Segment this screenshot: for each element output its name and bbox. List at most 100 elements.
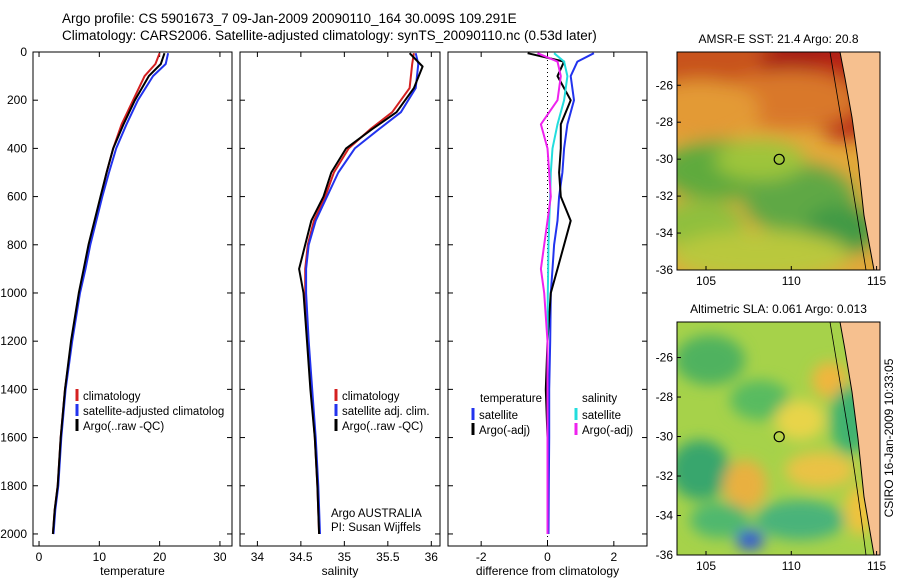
sal-legend-label: climatology <box>342 391 400 403</box>
sal-annotation-line2: PI: Susan Wijffels <box>331 522 421 534</box>
sal-xtick-label: 35.5 <box>376 550 400 564</box>
sal-xtick-label: 34.5 <box>289 550 313 564</box>
sal-axes-frame <box>239 51 441 547</box>
temp-xlabel: temperature <box>100 564 165 578</box>
depth-tick-label: 600 <box>7 190 27 204</box>
sla-ytick-label: -26 <box>656 351 674 365</box>
sal-legend-label: satellite adj. clim. <box>342 406 430 418</box>
sst-ytick-label: -26 <box>656 78 674 92</box>
sla-argo-marker <box>773 431 785 443</box>
diff-legend-salinity-title: salinity <box>582 393 617 405</box>
sla-field-blob <box>812 362 848 398</box>
sst-argo-marker <box>773 153 785 165</box>
sst-map-title: AMSR-E SST: 21.4 Argo: 20.8 <box>698 32 858 46</box>
sst-map-panel: AMSR-E SST: 21.4 Argo: 20.8 105 110 115 -26 -… <box>656 32 887 288</box>
temp-series-argo-raw-qc- <box>51 52 166 535</box>
sal-legend-label: Argo(..raw -QC) <box>342 421 423 433</box>
sla-map-panel: Altimetric SLA: 0.061 Argo: 0.013 105 110 1… <box>656 302 887 573</box>
diff-series-argo-adj- <box>537 52 562 534</box>
sal-series-argo-raw-qc- <box>298 52 424 535</box>
csiro-side-label: CSIRO 16-Jan-2009 10:33:05 <box>882 358 896 517</box>
sla-field-blob <box>677 335 745 385</box>
sst-xtick-label: 115 <box>867 274 886 288</box>
sla-ytick-label: -30 <box>656 430 674 444</box>
sal-series-satellite-adj-clim- <box>305 52 420 535</box>
sla-land <box>839 322 880 555</box>
sla-field-blob <box>690 502 750 538</box>
temp-legend-label: climatology <box>83 391 141 403</box>
temp-panel: 0 10 20 30 temperature 0 200 400 600 800 1000 1200 1… <box>0 45 233 578</box>
diff-xtick-label: -2 <box>476 550 487 564</box>
sla-field-blob <box>736 530 764 550</box>
sst-ytick-label: -36 <box>656 263 674 277</box>
sst-isobath <box>829 52 867 270</box>
sst-map-frame <box>676 51 881 271</box>
diff-legend-label: satellite <box>582 410 621 422</box>
temp-xtick-label: 30 <box>213 550 227 564</box>
sla-field-blob <box>723 460 767 510</box>
sla-field-blob <box>775 400 825 440</box>
sla-field <box>677 322 880 555</box>
diff-xlabel: difference from climatology <box>476 564 619 578</box>
sal-xtick-label: 35 <box>338 550 352 564</box>
diff-legend-temperature-title: temperature <box>480 393 542 405</box>
sst-ytick-label: -32 <box>656 189 674 203</box>
temp-axes-frame <box>32 51 233 547</box>
figure-title-line1: Argo profile: CS 5901673_7 09-Jan-2009 2… <box>62 11 517 26</box>
diff-series-argo-adj- <box>527 52 572 534</box>
temp-legend-label: satellite-adjusted climatolog <box>83 406 224 418</box>
temp-xtick-label: 20 <box>153 550 167 564</box>
sst-ytick-label: -28 <box>656 115 674 129</box>
diff-xtick-label: 2 <box>610 550 617 564</box>
depth-tick-label: 200 <box>7 93 27 107</box>
temp-xtick-label: 10 <box>93 550 107 564</box>
depth-tick-label: 400 <box>7 141 27 155</box>
sal-annotation-line1: Argo AUSTRALIA <box>331 508 422 520</box>
sst-ytick-label: -34 <box>656 226 674 240</box>
sst-field <box>677 52 880 270</box>
sla-field-blob <box>677 440 730 500</box>
sst-xtick-label: 105 <box>696 274 716 288</box>
sst-field-blob <box>715 140 805 180</box>
sst-field-blob <box>677 230 850 270</box>
sal-xtick-label: 34 <box>251 550 265 564</box>
sla-field-blob <box>730 380 790 420</box>
sla-ytick-label: -36 <box>656 548 674 562</box>
depth-tick-label: 1600 <box>0 431 27 445</box>
depth-tick-label: 1800 <box>0 479 27 493</box>
sla-map-title: Altimetric SLA: 0.061 Argo: 0.013 <box>690 302 867 316</box>
temp-legend-label: Argo(..raw -QC) <box>83 421 164 433</box>
depth-tick-label: 1000 <box>0 286 27 300</box>
depth-tick-label: 1400 <box>0 382 27 396</box>
sal-xlabel: salinity <box>322 564 359 578</box>
sst-xtick-label: 110 <box>782 274 801 288</box>
depth-tick-label: 0 <box>20 45 27 59</box>
diff-series-satellite <box>547 52 595 535</box>
depth-tick-label: 1200 <box>0 334 27 348</box>
sst-field-blob <box>677 80 760 140</box>
diff-xtick-label: 0 <box>544 550 551 564</box>
sal-panel: 34 34.5 35 35.5 36 salinity climatology satelli… <box>239 51 441 578</box>
sla-field-blob <box>755 500 845 540</box>
sla-xtick-label: 115 <box>867 559 886 573</box>
diff-legend-label: satellite <box>479 410 518 422</box>
sal-xtick-label: 36 <box>425 550 439 564</box>
depth-tick-label: 800 <box>7 238 27 252</box>
sla-isobath <box>829 322 867 555</box>
depth-tick-label: 2000 <box>0 527 27 541</box>
diff-legend-label: Argo(-adj) <box>479 425 530 437</box>
sla-xtick-label: 110 <box>782 559 801 573</box>
sla-ytick-label: -34 <box>656 509 674 523</box>
temp-xtick-label: 0 <box>36 550 43 564</box>
sst-land <box>839 52 880 270</box>
sla-xtick-label: 105 <box>696 559 716 573</box>
sla-ytick-label: -28 <box>656 390 674 404</box>
diff-legend-label: Argo(-adj) <box>582 425 633 437</box>
sst-ytick-label: -30 <box>656 152 674 166</box>
sla-map-frame <box>676 321 881 556</box>
figure-title-line2: Climatology: CARS2006. Satellite-adjuste… <box>62 28 597 43</box>
sla-ytick-label: -32 <box>656 469 674 483</box>
sla-field-blob <box>785 452 855 488</box>
